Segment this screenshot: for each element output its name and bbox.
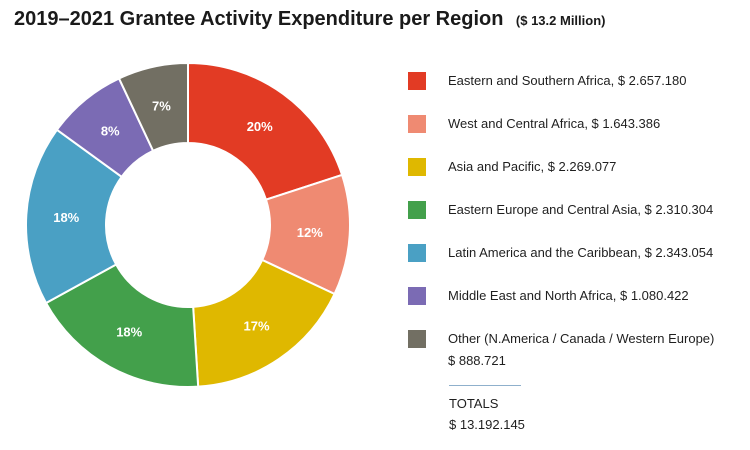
totals-divider: [449, 385, 521, 386]
slice-percent-label-5: 8%: [101, 123, 120, 138]
legend-label: Eastern and Southern Africa, $ 2.657.180: [448, 73, 687, 88]
legend-swatch: [408, 244, 426, 262]
legend-swatch: [408, 158, 426, 176]
chart-title-block: 2019–2021 Grantee Activity Expenditure p…: [14, 8, 605, 31]
legend-label: Asia and Pacific, $ 2.269.077: [448, 159, 617, 174]
legend-swatch: [408, 287, 426, 305]
totals-label: TOTALS: [449, 396, 499, 411]
legend-label: Eastern Europe and Central Asia, $ 2.310…: [448, 202, 714, 217]
legend-item-5: Middle East and North Africa, $ 1.080.42…: [408, 287, 748, 330]
slice-percent-label-3: 18%: [116, 324, 142, 339]
legend-swatch: [408, 72, 426, 90]
slice-percent-label-0: 20%: [247, 119, 273, 134]
donut-chart: 20% 12% 17% 18% 18% 8% 7%: [25, 61, 351, 388]
slice-percent-label-4: 18%: [53, 210, 79, 225]
chart-subtitle: ($ 13.2 Million): [515, 13, 606, 28]
legend-label: West and Central Africa, $ 1.643.386: [448, 116, 661, 131]
slice-percent-label-2: 17%: [244, 318, 270, 333]
legend-value: $ 888.721: [448, 353, 506, 368]
chart-legend: Eastern and Southern Africa, $ 2.657.180…: [408, 72, 748, 373]
legend-item-3: Eastern Europe and Central Asia, $ 2.310…: [408, 201, 748, 244]
slice-percent-label-1: 12%: [297, 225, 323, 240]
totals-block: TOTALS $ 13.192.145: [449, 393, 525, 435]
legend-item-2: Asia and Pacific, $ 2.269.077: [408, 158, 748, 201]
slice-percent-label-6: 7%: [152, 98, 171, 113]
legend-label: Other (N.America / Canada / Western Euro…: [448, 328, 714, 372]
legend-label: Latin America and the Caribbean, $ 2.343…: [448, 245, 714, 260]
totals-value: $ 13.192.145: [449, 417, 525, 432]
donut-slice-2: [192, 258, 336, 388]
legend-label: Middle East and North Africa, $ 1.080.42…: [448, 288, 689, 303]
legend-item-6: Other (N.America / Canada / Western Euro…: [408, 330, 748, 373]
donut-slice-6: [117, 61, 189, 153]
chart-title: 2019–2021 Grantee Activity Expenditure p…: [14, 8, 504, 30]
legend-item-1: West and Central Africa, $ 1.643.386: [408, 115, 748, 158]
legend-item-0: Eastern and Southern Africa, $ 2.657.180: [408, 72, 748, 115]
legend-swatch: [408, 115, 426, 133]
donut-slice-3: [44, 263, 200, 388]
donut-slice-0: [187, 61, 344, 201]
legend-swatch: [408, 201, 426, 219]
legend-swatch: [408, 330, 426, 348]
legend-item-4: Latin America and the Caribbean, $ 2.343…: [408, 244, 748, 287]
donut-slice-4: [25, 128, 124, 305]
